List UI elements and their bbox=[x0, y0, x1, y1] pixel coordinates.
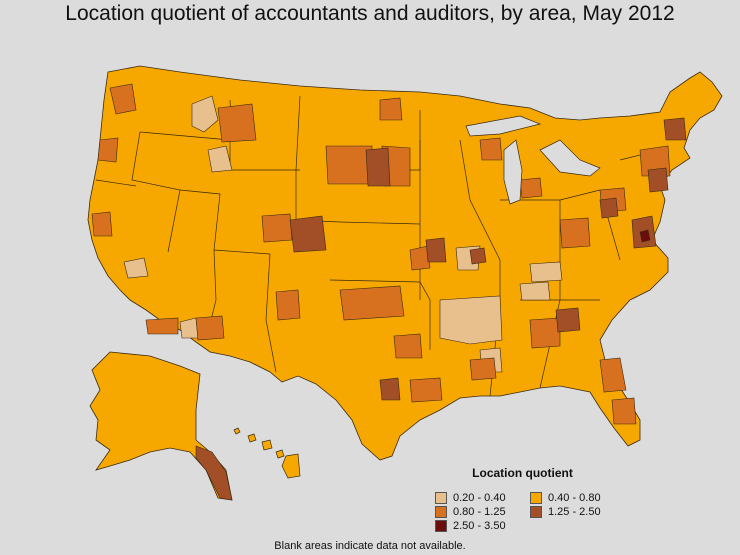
map-title: Location quotient of accountants and aud… bbox=[65, 2, 675, 25]
region-lq-250-350 bbox=[639, 229, 651, 243]
legend-item-020-040: 0.20 - 0.40 bbox=[435, 492, 506, 504]
footnote: Blank areas indicate data not available. bbox=[274, 540, 466, 552]
legend-item-250-350: 2.50 - 3.50 bbox=[435, 520, 506, 532]
regions-lq-080-125 bbox=[91, 83, 671, 425]
legend-item-080-125: 0.80 - 1.25 bbox=[435, 506, 506, 518]
legend-item-040-080: 0.40 - 0.80 bbox=[530, 492, 601, 504]
lake-michigan bbox=[503, 139, 523, 205]
legend-label: 0.40 - 0.80 bbox=[548, 492, 601, 504]
legend-item-125-250: 1.25 - 2.50 bbox=[530, 506, 601, 518]
lake-superior bbox=[465, 115, 542, 137]
legend-label: 0.20 - 0.40 bbox=[453, 492, 506, 504]
legend-swatch bbox=[435, 506, 447, 518]
legend-label: 2.50 - 3.50 bbox=[453, 520, 506, 532]
region-hawaii bbox=[233, 427, 301, 479]
regions-lq-125-250 bbox=[289, 117, 687, 401]
legend-swatch bbox=[435, 492, 447, 504]
region-alaska bbox=[89, 351, 233, 501]
lake-huron-erie bbox=[539, 139, 601, 177]
legend-swatch bbox=[530, 492, 542, 504]
legend-label: 0.80 - 1.25 bbox=[453, 506, 506, 518]
region-alaska-southeast-high bbox=[195, 445, 233, 501]
legend-label: 1.25 - 2.50 bbox=[548, 506, 601, 518]
state-borders bbox=[95, 95, 661, 397]
legend-swatch bbox=[530, 506, 542, 518]
legend-swatch bbox=[435, 520, 447, 532]
legend-title: Location quotient bbox=[472, 466, 573, 480]
